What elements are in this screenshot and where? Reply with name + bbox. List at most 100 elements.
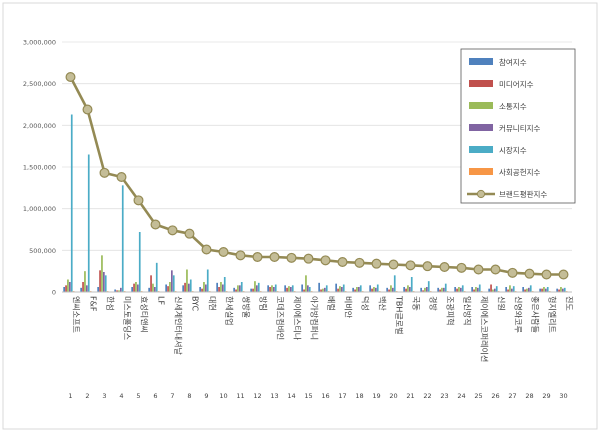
bar xyxy=(171,270,173,292)
bar xyxy=(460,287,462,292)
bar xyxy=(369,285,371,292)
legend-swatch xyxy=(469,168,493,175)
bar xyxy=(456,288,458,292)
rank-label: 30 xyxy=(559,392,567,400)
bar xyxy=(203,282,205,292)
bar xyxy=(274,284,277,292)
category-label: 아가방컴퍼니 xyxy=(310,296,320,340)
bar xyxy=(133,283,135,292)
bar xyxy=(325,285,328,292)
series-point xyxy=(116,172,127,183)
bar xyxy=(558,289,560,292)
bar xyxy=(405,288,407,292)
bar xyxy=(339,286,341,292)
bar xyxy=(426,287,428,292)
bar xyxy=(509,285,511,292)
category-label: 효성티앤씨 xyxy=(140,296,150,333)
bar xyxy=(356,287,358,292)
bar xyxy=(252,288,254,292)
rank-label: 4 xyxy=(119,392,123,400)
bar xyxy=(256,285,258,292)
x-axis-labels: 엔씨소프트 1 F&F 2 한섬 3 미스토홀딩스 4 효성티앤씨 5 LF 6 신세계인터내셔날 7 BY… xyxy=(68,295,574,400)
category-label: 좋은사람들 xyxy=(531,296,540,333)
bar xyxy=(528,287,530,292)
gridlines xyxy=(62,41,572,251)
rank-label: 9 xyxy=(204,392,208,400)
series-point xyxy=(439,262,450,273)
bar xyxy=(490,284,492,292)
bar xyxy=(511,288,513,292)
series-point xyxy=(490,264,501,275)
category-label: 한세실업 xyxy=(225,296,235,325)
bar xyxy=(118,290,120,292)
category-label: 신영와코루 xyxy=(514,296,524,333)
bar xyxy=(267,285,269,292)
bar xyxy=(257,282,260,292)
series-point xyxy=(303,253,314,264)
rank-label: 26 xyxy=(491,392,499,400)
bar xyxy=(341,287,343,292)
bar xyxy=(475,287,477,292)
rank-label: 10 xyxy=(219,392,227,400)
bar xyxy=(216,282,218,292)
bar xyxy=(505,287,507,292)
bar xyxy=(439,289,441,292)
legend-swatch xyxy=(469,80,493,87)
bar xyxy=(233,287,235,292)
category-label: 신세계인터내셔날 xyxy=(174,296,184,356)
category-label: 방림 xyxy=(259,296,269,311)
bar xyxy=(240,282,243,292)
bar xyxy=(444,283,447,292)
bar xyxy=(138,232,141,292)
bar xyxy=(167,286,169,292)
rank-label: 19 xyxy=(372,392,380,400)
category-label: 조광피혁 xyxy=(446,296,456,325)
bar xyxy=(478,284,481,292)
category-label: 경방 xyxy=(429,296,439,311)
rank-label: 14 xyxy=(287,392,295,400)
bar xyxy=(223,277,226,292)
y-axis-ticks: 0 500,000 1,000,000 1,500,000 2,000,000 2,500… xyxy=(23,39,56,297)
rank-label: 5 xyxy=(136,392,140,400)
bar xyxy=(80,287,82,292)
bar xyxy=(454,287,456,292)
legend-label: 소통지수 xyxy=(499,102,527,111)
bar xyxy=(182,285,184,292)
bar xyxy=(560,287,562,292)
rank-label: 13 xyxy=(270,392,278,400)
bar xyxy=(150,275,152,292)
category-label: 쌍방울 xyxy=(242,296,252,318)
bar xyxy=(301,284,303,292)
rank-label: 15 xyxy=(304,392,312,400)
bar xyxy=(541,288,543,292)
rank-label: 23 xyxy=(440,392,448,400)
bar xyxy=(371,288,373,292)
bar xyxy=(422,290,424,292)
legend-swatch xyxy=(469,124,493,131)
bar xyxy=(273,287,275,292)
bar xyxy=(186,269,188,292)
bar xyxy=(495,286,498,292)
category-label: 형지엘리트 xyxy=(548,296,558,333)
legend-marker xyxy=(476,189,486,199)
rank-label: 27 xyxy=(508,392,516,400)
bar xyxy=(492,289,494,292)
bar xyxy=(354,289,356,292)
category-label: 제이에스코퍼레이션 xyxy=(480,296,490,362)
category-label: 신원 xyxy=(497,296,506,311)
rank-label: 29 xyxy=(542,392,550,400)
rank-label: 8 xyxy=(187,392,191,400)
bar xyxy=(524,289,526,292)
category-label: 미스토홀딩스 xyxy=(123,296,133,340)
category-label: 제이에스티나 xyxy=(293,296,303,341)
bar xyxy=(303,289,305,292)
series-point xyxy=(354,257,365,268)
bar xyxy=(70,114,73,292)
bar xyxy=(169,282,171,292)
bar xyxy=(271,285,273,292)
category-label: 엔씨소프트 xyxy=(72,296,82,333)
series-point xyxy=(252,252,263,263)
series-point xyxy=(99,167,110,178)
bar xyxy=(152,283,154,292)
